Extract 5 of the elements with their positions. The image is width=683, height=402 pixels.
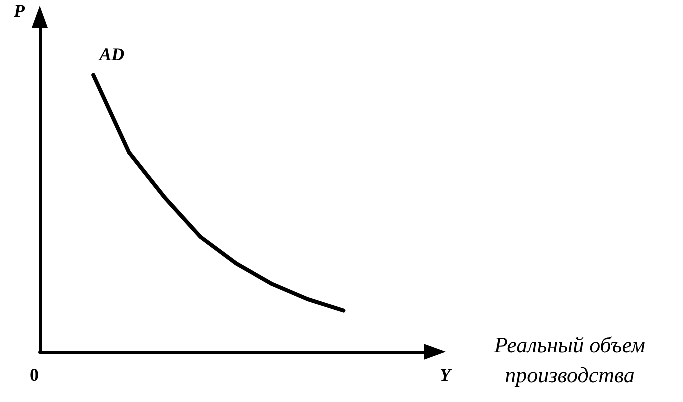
series-label: AD (98, 44, 125, 64)
y-axis-title: P (13, 1, 26, 21)
x-axis-title: Y (440, 365, 453, 385)
text: 0 (30, 365, 39, 385)
text: Реальный объем производства (494, 332, 646, 388)
